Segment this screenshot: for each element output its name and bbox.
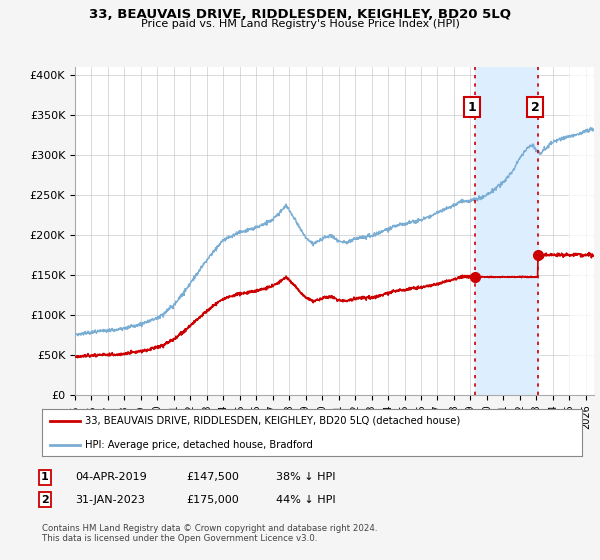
Text: £147,500: £147,500 xyxy=(186,472,239,482)
Bar xyxy=(569,67,594,395)
Text: 1: 1 xyxy=(468,101,476,114)
Text: Contains HM Land Registry data © Crown copyright and database right 2024.
This d: Contains HM Land Registry data © Crown c… xyxy=(42,524,377,543)
Text: 04-APR-2019: 04-APR-2019 xyxy=(75,472,147,482)
Text: HPI: Average price, detached house, Bradford: HPI: Average price, detached house, Brad… xyxy=(85,440,313,450)
Text: 31-JAN-2023: 31-JAN-2023 xyxy=(75,494,145,505)
Text: 38% ↓ HPI: 38% ↓ HPI xyxy=(276,472,335,482)
Text: £175,000: £175,000 xyxy=(186,494,239,505)
Text: Price paid vs. HM Land Registry's House Price Index (HPI): Price paid vs. HM Land Registry's House … xyxy=(140,19,460,29)
Bar xyxy=(475,67,538,395)
Text: 1: 1 xyxy=(41,472,49,482)
Text: 2: 2 xyxy=(531,101,539,114)
Text: 44% ↓ HPI: 44% ↓ HPI xyxy=(276,494,335,505)
Text: 33, BEAUVAIS DRIVE, RIDDLESDEN, KEIGHLEY, BD20 5LQ (detached house): 33, BEAUVAIS DRIVE, RIDDLESDEN, KEIGHLEY… xyxy=(85,416,460,426)
Text: 33, BEAUVAIS DRIVE, RIDDLESDEN, KEIGHLEY, BD20 5LQ: 33, BEAUVAIS DRIVE, RIDDLESDEN, KEIGHLEY… xyxy=(89,8,511,21)
Text: 2: 2 xyxy=(41,494,49,505)
